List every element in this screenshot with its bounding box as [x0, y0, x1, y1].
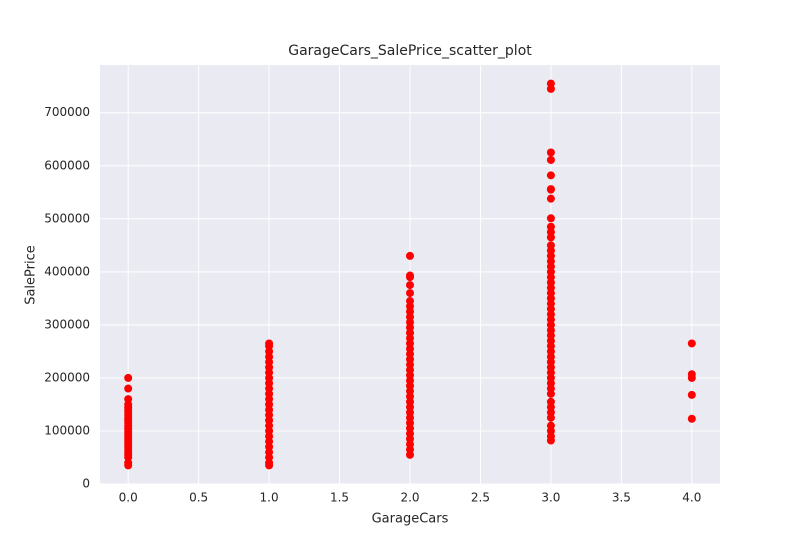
- x-tick-label: 2.0: [400, 491, 419, 505]
- point: [546, 84, 555, 93]
- y-tick-label: 0: [82, 477, 90, 491]
- point: [687, 339, 696, 348]
- y-axis-label: SalePrice: [24, 245, 39, 305]
- x-tick-label: 0.0: [119, 491, 138, 505]
- x-axis-label: GarageCars: [372, 512, 449, 527]
- point: [406, 289, 414, 298]
- x-tick-label: 0.5: [189, 491, 208, 505]
- point: [406, 281, 414, 290]
- point: [546, 389, 555, 398]
- point: [124, 384, 133, 393]
- point: [406, 251, 414, 260]
- x-tick-label: 3.0: [541, 491, 560, 505]
- x-tick-label: 3.5: [612, 491, 631, 505]
- point: [546, 185, 555, 194]
- point: [124, 373, 133, 382]
- point: [546, 233, 555, 242]
- point: [546, 171, 555, 180]
- point: [687, 390, 696, 399]
- point: [265, 461, 274, 470]
- x-tick-label: 4.0: [682, 491, 701, 505]
- point: [406, 273, 414, 282]
- point: [546, 155, 555, 164]
- y-tick-label: 100000: [44, 423, 90, 437]
- x-tick-label: 1.5: [330, 491, 349, 505]
- point: [687, 414, 696, 423]
- point: [687, 373, 696, 382]
- point: [406, 450, 414, 459]
- y-tick-label: 500000: [44, 211, 90, 225]
- point: [546, 214, 555, 223]
- point: [546, 436, 555, 445]
- x-tick-label: 2.5: [471, 491, 490, 505]
- point: [124, 461, 133, 470]
- y-tick-label: 400000: [44, 264, 90, 278]
- y-tick-label: 300000: [44, 317, 90, 331]
- y-tick-label: 200000: [44, 370, 90, 384]
- y-tick-label: 600000: [44, 158, 90, 172]
- point: [546, 413, 555, 422]
- chart-title: GarageCars_SalePrice_scatter_plot: [288, 43, 532, 59]
- point: [546, 194, 555, 203]
- y-tick-label: 700000: [44, 105, 90, 119]
- point: [546, 148, 555, 157]
- x-tick-label: 1.0: [260, 491, 279, 505]
